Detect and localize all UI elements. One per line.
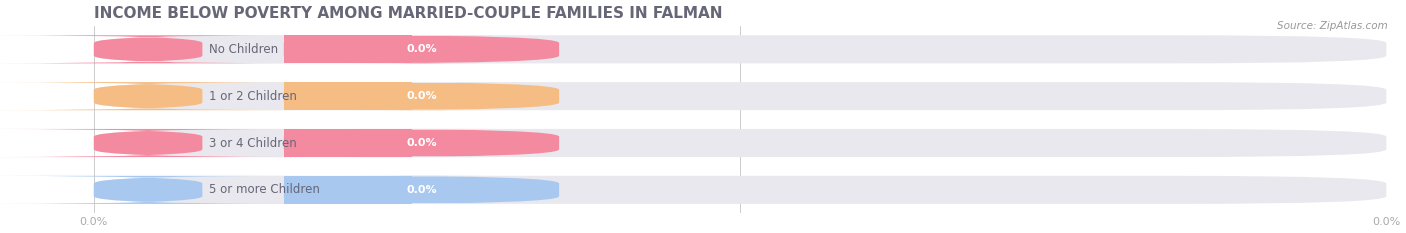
Text: 0.0%: 0.0% xyxy=(406,44,437,54)
Text: 0.0%: 0.0% xyxy=(406,185,437,195)
Text: 1 or 2 Children: 1 or 2 Children xyxy=(209,90,297,103)
FancyBboxPatch shape xyxy=(94,35,1386,63)
FancyBboxPatch shape xyxy=(0,82,307,110)
FancyBboxPatch shape xyxy=(0,129,307,157)
FancyBboxPatch shape xyxy=(284,176,412,204)
FancyBboxPatch shape xyxy=(284,35,560,63)
Text: INCOME BELOW POVERTY AMONG MARRIED-COUPLE FAMILIES IN FALMAN: INCOME BELOW POVERTY AMONG MARRIED-COUPL… xyxy=(94,6,723,21)
FancyBboxPatch shape xyxy=(284,129,412,157)
FancyBboxPatch shape xyxy=(0,176,307,204)
FancyBboxPatch shape xyxy=(284,35,412,63)
Text: 3 or 4 Children: 3 or 4 Children xyxy=(209,137,297,150)
FancyBboxPatch shape xyxy=(284,82,560,110)
FancyBboxPatch shape xyxy=(94,129,1386,157)
Text: Source: ZipAtlas.com: Source: ZipAtlas.com xyxy=(1277,21,1388,31)
FancyBboxPatch shape xyxy=(284,129,560,157)
Text: No Children: No Children xyxy=(209,43,278,56)
Text: 0.0%: 0.0% xyxy=(406,138,437,148)
FancyBboxPatch shape xyxy=(94,82,1386,110)
FancyBboxPatch shape xyxy=(284,82,412,110)
Text: 0.0%: 0.0% xyxy=(406,91,437,101)
FancyBboxPatch shape xyxy=(0,35,307,63)
Text: 5 or more Children: 5 or more Children xyxy=(209,183,319,196)
FancyBboxPatch shape xyxy=(94,176,1386,204)
FancyBboxPatch shape xyxy=(284,176,560,204)
